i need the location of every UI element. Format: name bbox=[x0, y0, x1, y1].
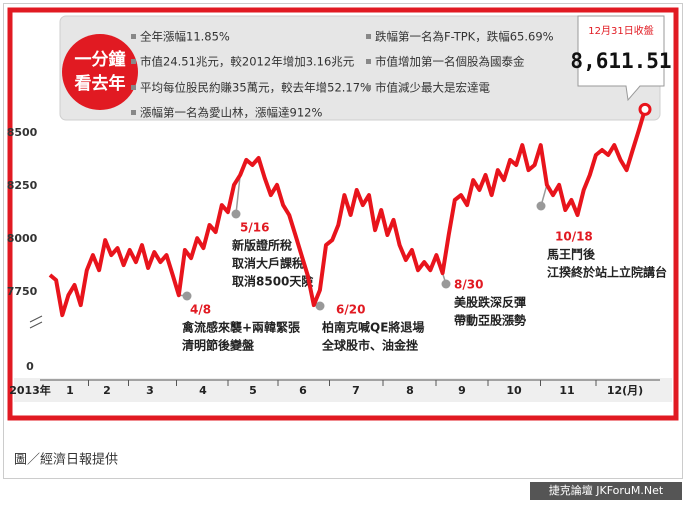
badge-text: 一分鐘 bbox=[75, 49, 126, 70]
annotation-dot bbox=[315, 301, 325, 311]
x-tick-label: 1 bbox=[66, 384, 74, 397]
close-value: 8,611.51 bbox=[570, 49, 671, 73]
fact: 全年漲幅11.85% bbox=[140, 30, 230, 44]
x-tick-label: 12(月) bbox=[607, 384, 643, 397]
fact-bullet bbox=[131, 110, 136, 115]
source: 圖／經濟日報提供 bbox=[14, 452, 118, 468]
fact-bullet bbox=[131, 85, 136, 90]
annotation-date: 8/30 bbox=[454, 278, 483, 292]
x-tick-label: 2 bbox=[103, 384, 111, 397]
annotation-text: 新版證所稅 bbox=[232, 238, 292, 253]
axis-break bbox=[29, 315, 43, 329]
annotation-date: 6/20 bbox=[336, 303, 365, 317]
fact-bullet bbox=[366, 85, 371, 90]
fact: 跌幅第一名為F-TPK，跌幅65.69% bbox=[375, 30, 554, 44]
fact: 市值減少最大是宏達電 bbox=[375, 81, 490, 95]
y-tick-label: 8000 bbox=[7, 232, 38, 245]
annotation-text: 全球股市、油金挫 bbox=[321, 338, 418, 353]
annotation-text: 江揆終於站上立院講台 bbox=[547, 265, 667, 280]
fact: 漲幅第一名為愛山林，漲幅達912% bbox=[140, 106, 322, 120]
x-tick-label: 10 bbox=[506, 384, 522, 397]
fact-bullet bbox=[131, 34, 136, 39]
x-axis-band bbox=[14, 378, 672, 402]
annotation-text: 禽流感來襲+兩韓緊張 bbox=[181, 320, 301, 335]
fact-bullet bbox=[366, 59, 371, 64]
fact: 平均每位股民約賺35萬元，較去年增52.17% bbox=[140, 81, 371, 95]
y-tick-label: 8250 bbox=[7, 179, 38, 192]
y-tick-label: 0 bbox=[26, 360, 34, 373]
badge bbox=[62, 34, 138, 110]
fact: 市值24.51兆元，較2012年增加3.16兆元 bbox=[140, 55, 355, 69]
annotation-text: 取消大戶課稅 bbox=[232, 256, 304, 271]
x-tick-label: 9 bbox=[458, 384, 466, 397]
x-tick-label: 11 bbox=[559, 384, 574, 397]
x-tick-label: 3 bbox=[146, 384, 154, 397]
annotation-dot bbox=[182, 291, 192, 301]
annotation-text: 美股跌深反彈 bbox=[454, 295, 526, 310]
annotation-dot bbox=[231, 209, 241, 219]
badge-text: 看去年 bbox=[74, 73, 126, 94]
x-tick-label: 8 bbox=[406, 384, 414, 397]
annotation-leader bbox=[235, 174, 241, 215]
y-tick-label: 7750 bbox=[7, 285, 38, 298]
watermark-box bbox=[530, 482, 682, 500]
annotation-dot bbox=[536, 201, 546, 211]
price-line bbox=[48, 108, 647, 318]
x-tick-label: 2013年 bbox=[9, 383, 51, 397]
annotation-text: 取消8500天險 bbox=[232, 274, 313, 289]
annotation-text: 柏南克喊QE將退場 bbox=[322, 320, 424, 335]
annotation-date: 10/18 bbox=[555, 230, 593, 244]
x-tick-label: 5 bbox=[249, 384, 257, 397]
annotation-date: 4/8 bbox=[190, 303, 211, 317]
watermark: 捷克論壇 JKForuM.Net bbox=[549, 483, 664, 497]
annotation-text: 馬王鬥後 bbox=[547, 247, 596, 262]
end-point bbox=[638, 102, 652, 116]
annotation-dot bbox=[441, 279, 451, 289]
close-label: 12月31日收盤 bbox=[588, 24, 653, 37]
fact-bullet bbox=[366, 34, 371, 39]
fact-bullet bbox=[131, 59, 136, 64]
x-tick-label: 7 bbox=[352, 384, 360, 397]
y-tick-label: 8500 bbox=[7, 126, 38, 139]
close-callout bbox=[577, 15, 665, 102]
fact: 市值增加第一名個股為國泰金 bbox=[375, 55, 525, 69]
annotation-date: 5/16 bbox=[240, 221, 269, 235]
x-tick-label: 6 bbox=[299, 384, 307, 397]
annotation-text: 帶動亞股漲勢 bbox=[454, 313, 526, 328]
annotation-text: 清明節後變盤 bbox=[182, 338, 255, 353]
x-tick-label: 4 bbox=[199, 384, 207, 397]
